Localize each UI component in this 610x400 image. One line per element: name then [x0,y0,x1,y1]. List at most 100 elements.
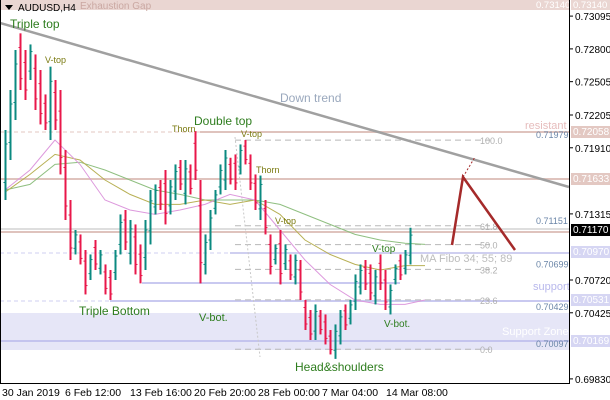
ohlc-bar [63,150,68,220]
fib-level-label: 23.6 [480,296,498,306]
ohlc-bar [218,164,223,195]
v-top-label: V-top [372,244,396,255]
ohlc-bar [228,157,233,185]
price-tick-label: 0.69830 [575,375,610,386]
ohlc-bar [103,264,108,295]
symbol-dropdown-icon[interactable] [5,5,13,10]
triple-top-label: Triple top [10,17,60,31]
time-tick: 13 Feb 16:00 [130,387,192,399]
svg-text:0.72058: 0.72058 [573,127,610,138]
svg-text:0.71633: 0.71633 [573,174,610,185]
ohlc-bar [203,234,208,275]
ohlc-bar [178,160,183,190]
price-tag-resistant: 0.72058 [571,126,610,138]
v-bot-label: V-bot. [384,319,410,330]
price-tag-support: 0.70531 [571,294,610,306]
exhaustion-gap-band [0,0,569,10]
ohlc-bar [313,304,318,340]
time-tick: 30 Jan 2019 [2,387,60,399]
ohlc-bar [253,174,258,210]
ohlc-bar [48,66,53,140]
svg-text:0.71170: 0.71170 [573,225,609,236]
ohlc-bar [323,314,328,345]
ohlc-bar [198,180,203,284]
svg-text:0.70531: 0.70531 [573,295,610,306]
ohlc-bar [163,170,168,225]
ohlc-bar [383,270,388,310]
fib-price-label: 0.70699 [536,259,569,269]
ohlc-bar [398,254,403,280]
v-top-label: V-top [275,216,296,226]
ohlc-bar [33,54,38,110]
price-tag-70970: 0.70970 [571,246,610,258]
ohlc-bar [298,260,303,300]
fibonacci-retracement[interactable]: 100.0 0.71979 61.8 0.71151 50.0 38.2 0.70699 23… [235,130,569,355]
time-tick: 20 Feb 20:00 [194,387,256,399]
ma-fast-line [4,139,426,305]
v-top-label: V-top [45,55,66,65]
ohlc-bar [38,70,43,125]
ohlc-bar [258,175,263,220]
ohlc-bar [308,310,313,340]
ma-fibo-label: MA Fibo 34; 55; 89 [420,253,512,265]
ohlc-bar [328,330,333,355]
price-tag-exhaustion: 0.73140 [571,0,610,11]
ohlc-bar [363,260,368,290]
fib-level-label: 0.0 [480,345,493,355]
ohlc-bar [293,254,298,285]
ohlc-bar [193,131,198,180]
fib-price-label: 0.70429 [536,302,569,312]
ohlc-bar [273,244,278,265]
symbol-label: AUDUSD,H4 [18,3,76,14]
ohlc-bar [113,250,118,280]
ohlc-bar [283,244,288,270]
ohlc-bar [83,250,88,295]
price-axis-ticks: 0.73095 0.72800 0.72505 0.72205 0.71910 0.713… [569,12,610,386]
ohlc-bar [28,44,33,80]
exhaustion-gap-label: Exhaustion Gap [80,1,152,12]
price-bars [3,33,413,359]
support-zone-label: Support Zone [502,326,569,338]
ohlc-bar [98,250,103,275]
ohlc-bar [248,154,253,190]
ohlc-bar [183,160,188,205]
ohlc-bar [288,254,293,280]
price-tick-label: 0.70720 [575,276,610,287]
ohlc-bar [188,164,193,195]
ohlc-bar [263,200,268,235]
ohlc-bar [73,230,78,255]
fib-level-label: 61.8 [480,222,498,232]
ohlc-bar [23,50,28,100]
ohlc-bar [118,214,123,255]
head-shoulders-label: Head&shoulders [295,360,384,374]
ohlc-bar [343,304,348,330]
ohlc-bar [243,140,248,165]
ohlc-bar [278,230,283,285]
ohlc-bar [3,130,8,200]
ohlc-bar [88,254,93,280]
ohlc-bar [173,164,178,200]
ohlc-bar [393,264,398,285]
ohlc-bar [303,300,308,330]
price-tick-label: 0.72505 [575,78,610,89]
projection-zigzag[interactable] [450,173,517,251]
fib-level-label: 50.0 [480,241,498,251]
ohlc-bar [348,300,353,325]
ohlc-bar [223,150,228,190]
ohlc-bar [18,33,23,90]
svg-text:0.73140: 0.73140 [573,0,607,11]
fibonacci-baseline [234,136,261,358]
v-bot-label: V-bot. [199,312,228,324]
ohlc-bar [8,90,13,160]
fib-price-label: 0.71151 [536,216,568,226]
down-trend-line[interactable] [0,21,570,189]
thorn-label: Thorn [172,124,196,134]
ohlc-bar [108,270,113,300]
time-tick: 7 Mar 04:00 [322,387,378,399]
ohlc-bar [153,184,158,215]
ohlc-bar [158,180,163,210]
fib-price-label: 0.70097 [536,339,569,349]
svg-text:0.70970: 0.70970 [573,247,610,258]
ohlc-bar [43,94,48,130]
